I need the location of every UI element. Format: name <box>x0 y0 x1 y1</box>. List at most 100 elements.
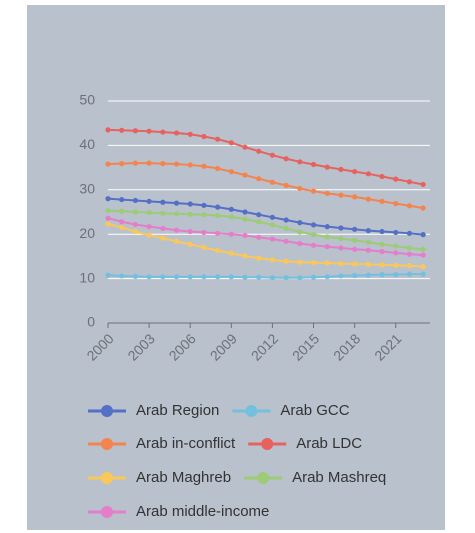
point <box>242 172 248 178</box>
point <box>310 274 317 280</box>
point <box>215 248 221 254</box>
point <box>187 211 193 217</box>
point <box>256 212 262 218</box>
point <box>242 274 248 280</box>
y-tick-label: 0 <box>87 314 95 330</box>
legend-label: Arab Mashreq <box>292 469 386 486</box>
point <box>338 245 344 251</box>
point <box>393 262 399 268</box>
point <box>379 228 385 235</box>
legend-marker <box>101 472 113 484</box>
point <box>119 219 125 225</box>
point <box>105 196 111 202</box>
point <box>242 253 248 259</box>
point <box>132 209 139 215</box>
point <box>201 212 207 218</box>
point <box>297 185 303 192</box>
point <box>215 274 221 280</box>
point <box>283 225 289 232</box>
point <box>352 272 358 279</box>
legend-marker <box>101 405 113 417</box>
point <box>160 274 166 280</box>
point <box>256 274 262 280</box>
point <box>393 229 399 236</box>
point <box>379 241 385 248</box>
point <box>406 271 413 277</box>
point <box>324 260 330 266</box>
point <box>324 274 330 280</box>
legend-label: Arab LDC <box>296 435 362 452</box>
point <box>406 263 413 269</box>
point <box>338 225 344 231</box>
point <box>256 176 262 182</box>
point <box>173 161 180 167</box>
point <box>269 222 276 228</box>
point <box>338 260 344 267</box>
point <box>324 190 330 196</box>
point <box>173 211 180 217</box>
point <box>352 237 358 244</box>
point <box>201 229 207 236</box>
legend-marker <box>245 405 258 417</box>
point <box>297 240 303 247</box>
point <box>228 274 234 280</box>
point <box>283 238 289 244</box>
point <box>146 274 152 280</box>
legend-label: Arab in-conflict <box>136 435 236 452</box>
legend-label: Arab GCC <box>280 402 349 419</box>
point <box>173 274 180 280</box>
point <box>379 248 385 255</box>
point <box>187 241 193 248</box>
point <box>228 206 234 212</box>
point <box>132 273 139 279</box>
point <box>119 127 125 133</box>
point <box>379 272 385 278</box>
point <box>324 224 330 230</box>
point <box>119 273 125 279</box>
point <box>365 261 371 267</box>
point <box>297 220 303 226</box>
y-tick-label: 40 <box>79 136 95 152</box>
legend-label: Arab Region <box>136 402 219 419</box>
point <box>256 148 262 154</box>
point <box>310 222 317 228</box>
point <box>119 196 125 203</box>
point <box>406 203 413 209</box>
legend-label: Arab middle-income <box>136 503 269 520</box>
point <box>379 198 385 204</box>
point <box>173 200 180 206</box>
point <box>406 245 413 251</box>
point <box>420 232 426 238</box>
legend: Arab Region Arab GCC Arab in-conflict Arab … <box>88 402 386 520</box>
point <box>215 212 221 219</box>
point <box>283 258 289 264</box>
point <box>269 152 276 158</box>
point <box>297 229 303 235</box>
point <box>105 127 111 133</box>
point <box>228 231 234 237</box>
point <box>105 215 111 221</box>
legend-marker <box>101 438 113 450</box>
legend-marker <box>257 472 270 484</box>
point <box>352 261 358 267</box>
y-tick-label: 10 <box>79 269 95 285</box>
point <box>242 209 248 215</box>
point <box>215 204 221 210</box>
point <box>242 144 248 150</box>
y-tick-label: 20 <box>79 225 95 241</box>
point <box>215 136 221 142</box>
point <box>365 196 371 202</box>
point <box>310 232 317 238</box>
point <box>160 225 166 232</box>
point <box>105 221 111 227</box>
point <box>215 165 221 172</box>
point <box>310 188 317 194</box>
point <box>228 168 234 175</box>
point <box>283 156 289 162</box>
point <box>132 128 139 134</box>
point <box>283 275 289 281</box>
point <box>420 246 426 252</box>
point <box>160 235 166 241</box>
point <box>146 224 152 230</box>
point <box>105 161 111 167</box>
